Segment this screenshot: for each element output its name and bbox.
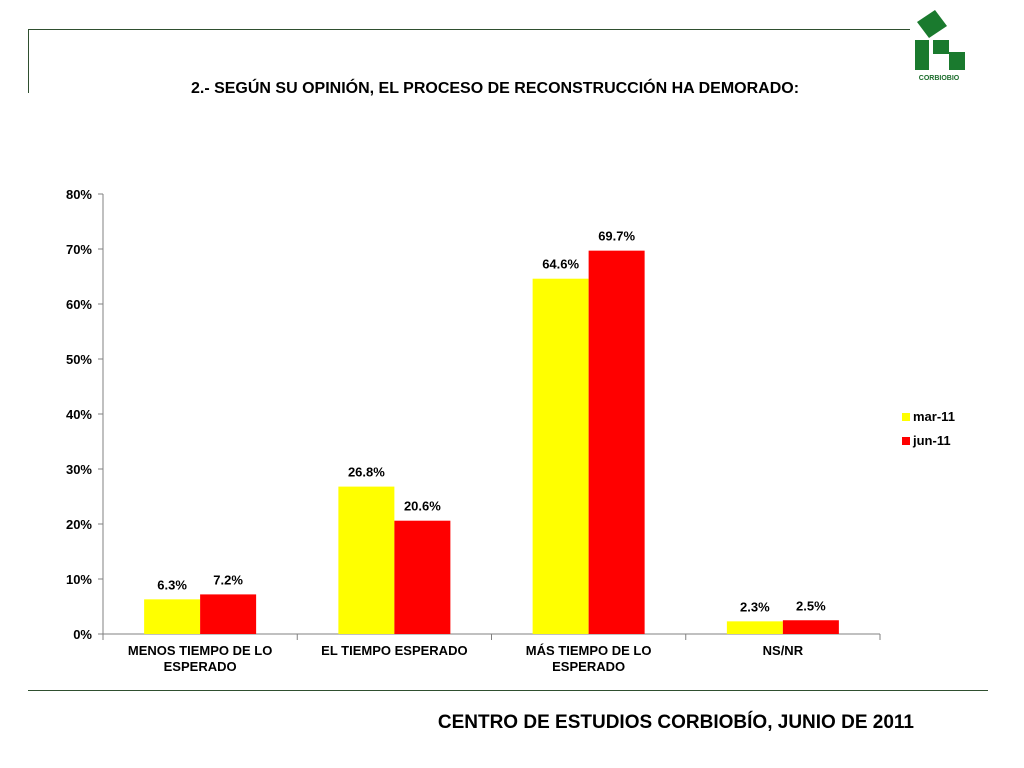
page-title: 2.- SEGÚN SU OPINIÓN, EL PROCESO DE RECO… (190, 80, 800, 97)
legend-swatch-mar-11 (902, 413, 910, 421)
data-label: 2.5% (796, 598, 826, 613)
data-label: 7.2% (213, 572, 243, 587)
x-category-label: ESPERADO (164, 659, 237, 674)
bar-mar-11 (338, 486, 395, 634)
bar-mar-11 (144, 599, 201, 634)
corbiobio-logo-icon: CORBIOBIO (915, 10, 965, 82)
legend-swatch-jun-11 (902, 437, 910, 445)
data-label: 26.8% (348, 465, 385, 480)
y-tick-label: 20% (66, 517, 92, 532)
bar-jun-11 (200, 594, 257, 634)
y-tick-label: 0% (73, 627, 92, 642)
x-category-label: ESPERADO (552, 659, 625, 674)
logo-text: CORBIOBIO (919, 75, 960, 82)
bar-mar-11 (726, 621, 783, 634)
y-tick-label: 80% (66, 187, 92, 202)
x-category-label: NS/NR (763, 643, 804, 658)
data-label: 6.3% (157, 577, 187, 592)
data-label: 20.6% (404, 499, 441, 514)
x-category-label: MÁS TIEMPO DE LO (526, 643, 652, 658)
footer-text: CENTRO DE ESTUDIOS CORBIOBÍO, JUNIO DE 2… (437, 712, 914, 733)
data-label: 69.7% (598, 229, 635, 244)
frame-top-line (28, 29, 910, 30)
y-tick-label: 70% (66, 242, 92, 257)
frame-left-line (28, 29, 29, 93)
data-label: 2.3% (740, 599, 770, 614)
bar-jun-11 (588, 250, 645, 634)
bar-jun-11 (782, 620, 839, 634)
y-tick-label: 30% (66, 462, 92, 477)
x-category-label: MENOS TIEMPO DE LO (128, 643, 272, 658)
bar-jun-11 (394, 520, 451, 634)
y-tick-label: 10% (66, 572, 92, 587)
frame-bottom-line (28, 690, 988, 691)
data-label: 64.6% (542, 257, 579, 272)
legend-label: jun-11 (912, 433, 951, 448)
y-tick-label: 40% (66, 407, 92, 422)
y-tick-label: 50% (66, 352, 92, 367)
legend-label: mar-11 (913, 409, 955, 424)
y-tick-label: 60% (66, 297, 92, 312)
bar-mar-11 (532, 278, 589, 634)
bar-chart: 0% 10% 20% 30% 40% 50% 60% 70% 80% 6.3% 7.2% MENOS … (66, 187, 955, 674)
x-category-label: EL TIEMPO ESPERADO (321, 643, 467, 658)
